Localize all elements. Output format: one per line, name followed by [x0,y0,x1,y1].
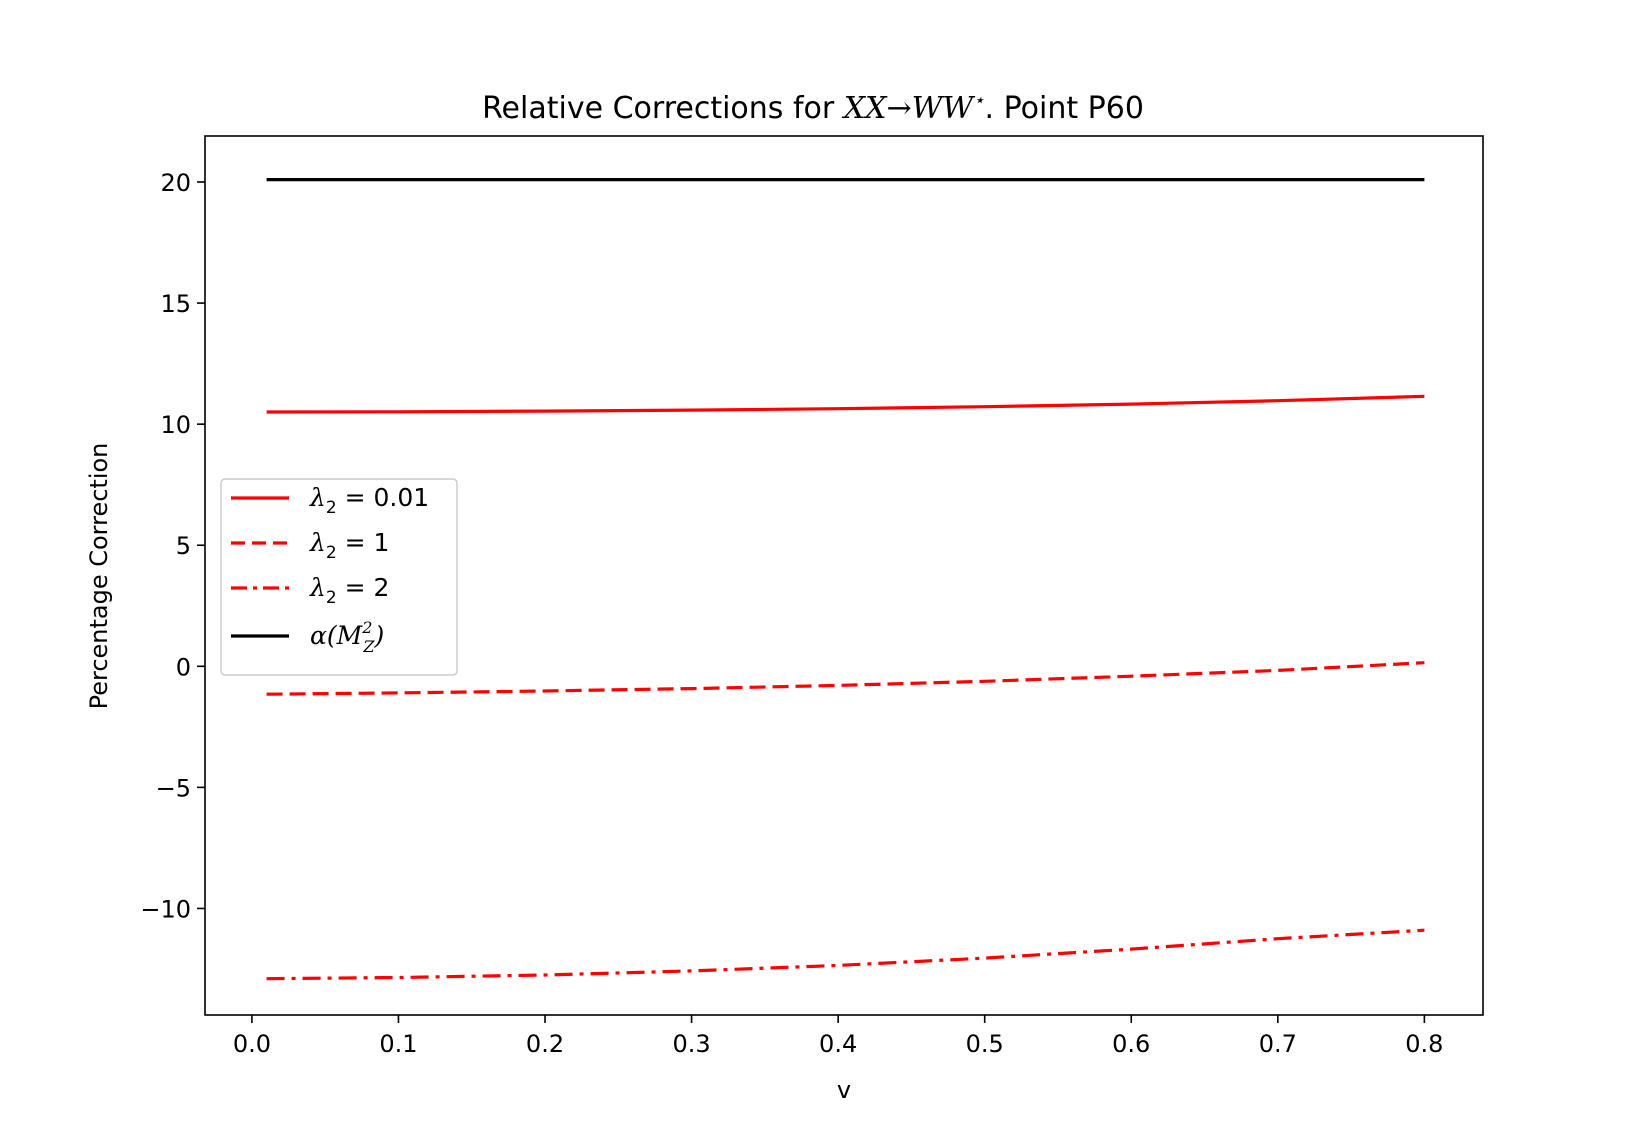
y-tick-label: 5 [176,532,191,560]
x-tick-label: 0.1 [379,1030,417,1058]
x-tick-label: 0.2 [526,1030,564,1058]
y-tick-label: 0 [176,653,191,681]
legend-label-subscript: Z [362,637,375,656]
legend-box [220,478,458,676]
series-line-3 [266,928,1425,981]
chart-title-prefix: Relative Corrections for [482,91,844,126]
legend-label-superscript: 2 [361,618,372,637]
series-layer [266,178,1425,981]
x-axis: 0.0 0.1 0.2 0.3 0.4 0.5 0.6 0.7 0.8 [233,1015,1443,1058]
legend-label-symbol: λ [309,528,326,557]
chart-title-process: XX→WW [842,91,976,126]
x-tick-label: 0.0 [233,1030,271,1058]
series-line-1 [266,394,1425,414]
legend-label-rest: = 0.01 [337,483,430,512]
legend-label-subscript: 2 [326,588,337,608]
legend-label-symbol: λ [309,483,326,512]
x-tick-label: 0.8 [1405,1030,1443,1058]
x-tick-label: 0.7 [1259,1030,1297,1058]
x-tick-label: 0.5 [966,1030,1004,1058]
legend-label-symbol: α(M [310,621,364,650]
legend-label-subscript: 2 [326,543,337,563]
y-tick-label: 15 [160,290,191,318]
x-axis-label: v [837,1076,851,1104]
y-tick-label: −10 [140,895,191,923]
legend-label-1: λ2 = 0.01 [309,483,429,518]
x-tick-label: 0.6 [1112,1030,1150,1058]
legend-label-3: λ2 = 2 [309,573,389,608]
legend-label-rest: = 1 [337,528,390,557]
legend-label-subscript: 2 [326,498,337,518]
y-tick-label: 10 [160,411,191,439]
y-axis: 20 15 10 5 0 −5 −10 [140,169,205,923]
y-tick-label: 20 [160,169,191,197]
legend-label-4: α(M2 Z) [310,618,384,656]
x-tick-label: 0.4 [819,1030,857,1058]
x-tick-label: 0.3 [672,1030,710,1058]
chart-title-suffix: . Point P60 [985,91,1144,126]
legend-label-rest: ) [374,621,385,650]
y-tick-label: −5 [156,774,191,802]
legend-label-2: λ2 = 1 [309,528,389,563]
chart-title: Relative Corrections for XX→WW⋆. Point P… [482,90,1144,126]
legend-label-symbol: λ [309,573,326,602]
legend-label-rest: = 2 [337,573,390,602]
chart-title-star: ⋆ [973,90,984,111]
y-axis-label: Percentage Correction [85,443,113,710]
